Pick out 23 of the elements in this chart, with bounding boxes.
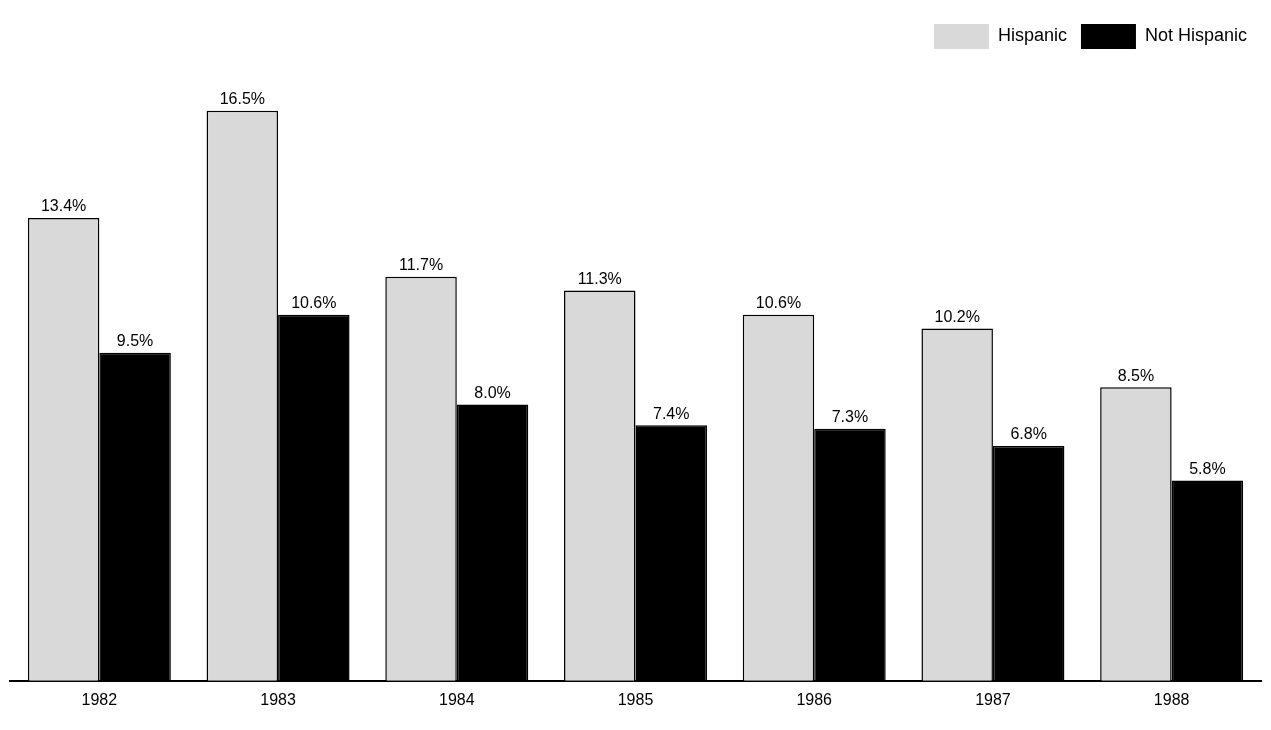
x-tick-label: 1982 [81, 690, 118, 708]
data-label: 8.5% [1117, 366, 1155, 384]
data-label: 6.8% [1010, 425, 1047, 443]
data-label: 13.4% [40, 197, 87, 215]
x-tick-label: 1986 [796, 690, 833, 708]
x-tick-label: 1984 [438, 690, 475, 708]
x-tick-label: 1988 [1153, 690, 1190, 708]
x-tick-label: 1985 [617, 690, 654, 708]
data-label: 7.4% [653, 404, 690, 422]
legend-label: Not Hispanic [1144, 25, 1248, 46]
legend-label: Hispanic [997, 25, 1067, 46]
data-label: 8.0% [474, 383, 511, 401]
data-label: 11.7% [398, 256, 444, 274]
x-tick-label: 1987 [975, 690, 1011, 708]
data-label: 10.2% [934, 307, 980, 325]
x-tick-label: 1983 [260, 690, 296, 708]
data-label: 10.6% [291, 294, 337, 312]
data-label: 10.6% [755, 294, 802, 312]
data-label: 9.5% [116, 332, 154, 350]
data-label: 16.5% [219, 90, 266, 108]
data-label: 7.3% [831, 408, 869, 426]
data-label: 5.8% [1189, 459, 1226, 477]
data-label: 11.3% [577, 269, 622, 287]
